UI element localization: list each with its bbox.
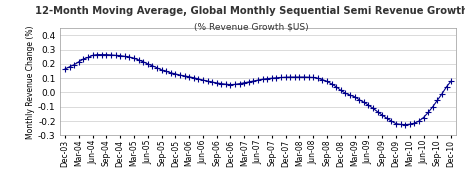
Y-axis label: Monthly Revenue Change (%): Monthly Revenue Change (%) bbox=[26, 25, 35, 139]
Text: 12-Month Moving Average, Global Monthly Sequential Semi Revenue Growth: 12-Month Moving Average, Global Monthly … bbox=[34, 6, 465, 16]
Text: (% Revenue Growth $US): (% Revenue Growth $US) bbox=[194, 23, 308, 32]
